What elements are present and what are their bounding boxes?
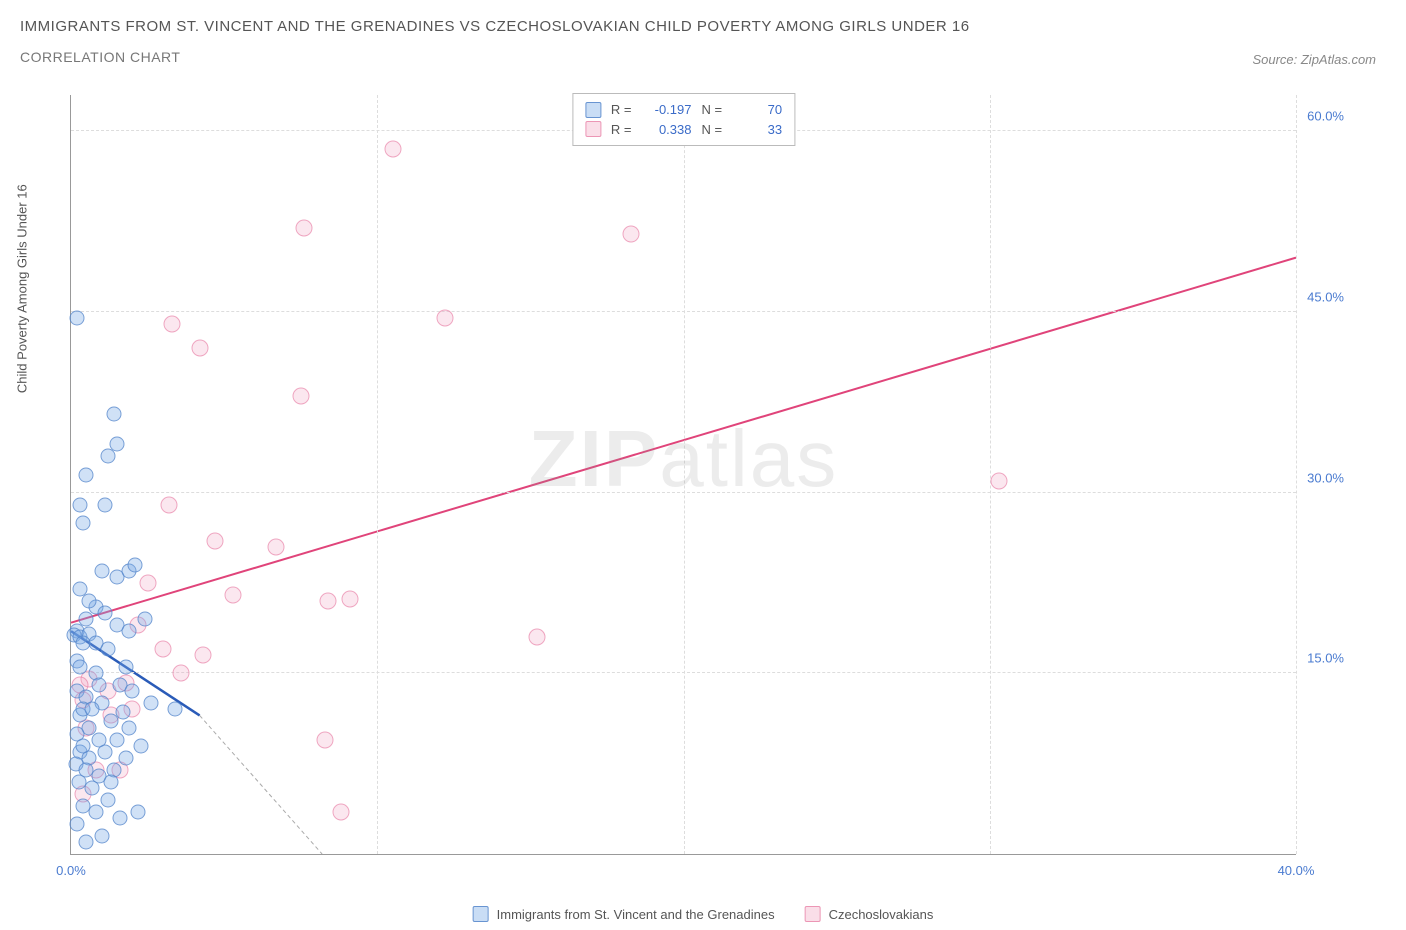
- gridline-v: [684, 95, 685, 854]
- data-point: [122, 720, 137, 735]
- data-point: [161, 496, 178, 513]
- data-point: [70, 816, 85, 831]
- stat-val-a-n: 70: [732, 100, 782, 120]
- chart-title: IMMIGRANTS FROM ST. VINCENT AND THE GREN…: [20, 18, 1386, 35]
- chart-subtitle: CORRELATION CHART: [20, 49, 1386, 65]
- y-tick-label: 15.0%: [1307, 651, 1344, 666]
- data-point: [194, 647, 211, 664]
- data-point: [94, 828, 109, 843]
- x-tick-label: 40.0%: [1278, 863, 1315, 878]
- data-point: [143, 696, 158, 711]
- data-point: [528, 629, 545, 646]
- data-point: [164, 315, 181, 332]
- legend-label-a: Immigrants from St. Vincent and the Gren…: [497, 907, 775, 922]
- data-point: [225, 586, 242, 603]
- data-point: [122, 624, 137, 639]
- x-tick-label: 0.0%: [56, 863, 86, 878]
- y-tick-label: 60.0%: [1307, 109, 1344, 124]
- data-point: [168, 702, 183, 717]
- bottom-legend: Immigrants from St. Vincent and the Gren…: [473, 906, 934, 922]
- data-point: [85, 780, 100, 795]
- data-point: [137, 612, 152, 627]
- data-point: [76, 738, 91, 753]
- plot-area: ZIPatlas R = -0.197 N = 70 R = 0.338 N =…: [70, 95, 1296, 855]
- data-point: [116, 704, 131, 719]
- swatch-a-icon: [473, 906, 489, 922]
- data-point: [119, 660, 134, 675]
- data-point: [79, 834, 94, 849]
- legend-stats-box: R = -0.197 N = 70 R = 0.338 N = 33: [572, 93, 795, 146]
- y-tick-label: 30.0%: [1307, 470, 1344, 485]
- data-point: [131, 804, 146, 819]
- legend-label-b: Czechoslovakians: [829, 907, 934, 922]
- data-point: [206, 532, 223, 549]
- data-point: [154, 641, 171, 658]
- data-point: [317, 731, 334, 748]
- data-point: [100, 449, 115, 464]
- data-point: [623, 225, 640, 242]
- data-point: [103, 774, 118, 789]
- data-point: [73, 497, 88, 512]
- data-point: [100, 792, 115, 807]
- data-point: [436, 309, 453, 326]
- data-point: [106, 407, 121, 422]
- data-point: [97, 497, 112, 512]
- data-point: [341, 590, 358, 607]
- data-point: [113, 810, 128, 825]
- gridline-v: [377, 95, 378, 854]
- data-point: [128, 557, 143, 572]
- data-point: [125, 684, 140, 699]
- data-point: [173, 665, 190, 682]
- stat-label-r: R =: [611, 120, 632, 140]
- source-attribution: Source: ZipAtlas.com: [1252, 52, 1376, 67]
- chart-area: Child Poverty Among Girls Under 16 ZIPat…: [50, 95, 1346, 885]
- legend-item-b: Czechoslovakians: [805, 906, 934, 922]
- stat-label-n: N =: [702, 100, 723, 120]
- stat-val-a-r: -0.197: [642, 100, 692, 120]
- data-point: [119, 750, 134, 765]
- data-point: [332, 803, 349, 820]
- data-point: [990, 472, 1007, 489]
- data-point: [97, 606, 112, 621]
- legend-item-a: Immigrants from St. Vincent and the Gren…: [473, 906, 775, 922]
- data-point: [292, 388, 309, 405]
- data-point: [109, 732, 124, 747]
- data-point: [191, 340, 208, 357]
- data-point: [79, 467, 94, 482]
- data-point: [139, 574, 156, 591]
- legend-stats-row-b: R = 0.338 N = 33: [585, 120, 782, 140]
- data-point: [73, 660, 88, 675]
- gridline-v: [990, 95, 991, 854]
- data-point: [295, 219, 312, 236]
- data-point: [97, 744, 112, 759]
- gridline-v: [1296, 95, 1297, 854]
- stat-label-n: N =: [702, 120, 723, 140]
- data-point: [82, 594, 97, 609]
- data-point: [88, 636, 103, 651]
- data-point: [384, 141, 401, 158]
- data-point: [70, 310, 85, 325]
- data-point: [91, 678, 106, 693]
- legend-stats-row-a: R = -0.197 N = 70: [585, 100, 782, 120]
- data-point: [76, 515, 91, 530]
- data-point: [85, 702, 100, 717]
- swatch-a-icon: [585, 102, 601, 118]
- data-point: [134, 738, 149, 753]
- swatch-b-icon: [805, 906, 821, 922]
- y-tick-label: 45.0%: [1307, 289, 1344, 304]
- y-axis-title: Child Poverty Among Girls Under 16: [15, 184, 30, 393]
- stat-label-r: R =: [611, 100, 632, 120]
- stat-val-b-r: 0.338: [642, 120, 692, 140]
- stat-val-b-n: 33: [732, 120, 782, 140]
- data-point: [268, 538, 285, 555]
- swatch-b-icon: [585, 121, 601, 137]
- data-point: [320, 593, 337, 610]
- data-point: [94, 563, 109, 578]
- data-point: [71, 774, 86, 789]
- data-point: [88, 804, 103, 819]
